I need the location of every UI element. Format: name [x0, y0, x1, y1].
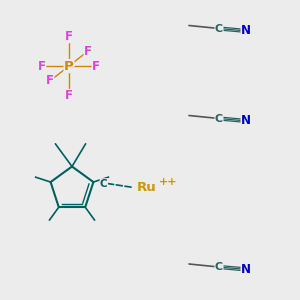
- Text: C: C: [215, 262, 223, 272]
- Text: F: F: [92, 59, 100, 73]
- Text: P: P: [64, 59, 74, 73]
- Text: C: C: [215, 113, 223, 124]
- Text: C: C: [215, 23, 223, 34]
- Text: C: C: [100, 178, 108, 188]
- Text: N: N: [241, 114, 251, 128]
- Text: N: N: [241, 24, 251, 38]
- Text: ++: ++: [159, 177, 178, 187]
- Text: Ru: Ru: [136, 181, 156, 194]
- Text: F: F: [38, 59, 46, 73]
- Text: F: F: [65, 89, 73, 102]
- Text: F: F: [46, 74, 54, 87]
- Text: F: F: [65, 30, 73, 43]
- Text: F: F: [84, 45, 92, 58]
- Text: N: N: [241, 263, 251, 276]
